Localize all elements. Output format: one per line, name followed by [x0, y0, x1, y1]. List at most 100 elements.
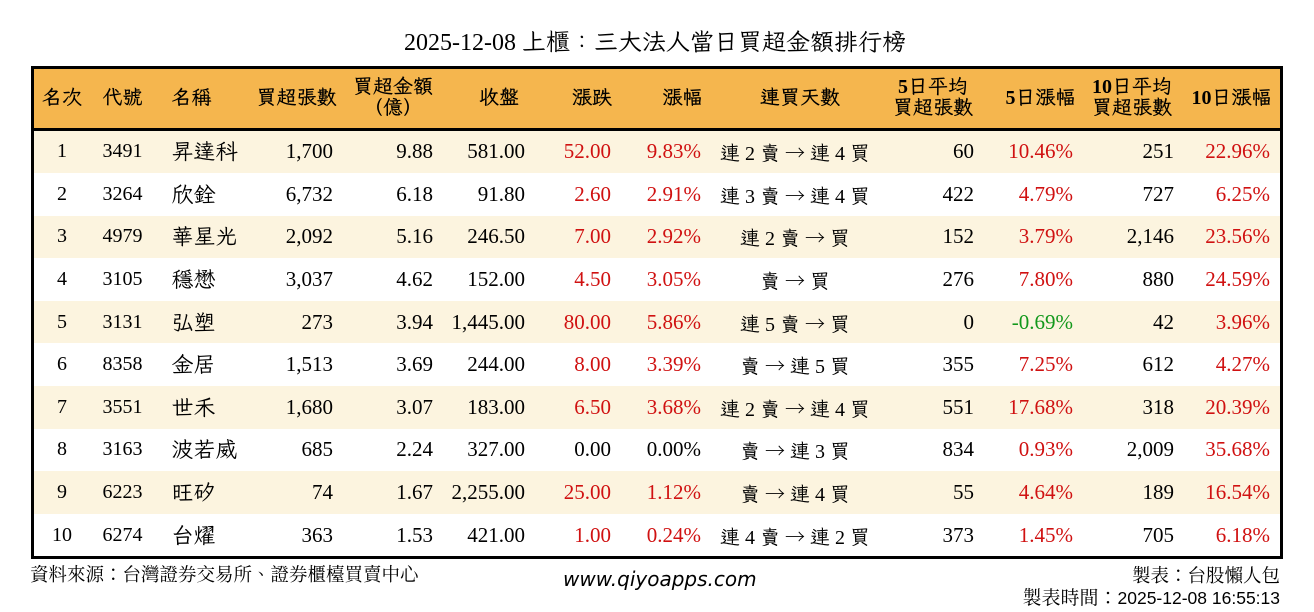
col-header-code: 代號: [102, 86, 143, 109]
cell-pct10: 16.54%: [1205, 480, 1270, 505]
cell-rank: 7: [57, 395, 67, 418]
cell-change: 6.50: [574, 394, 611, 419]
col-header-net-buy-amount: 買超金額 （億）: [353, 76, 433, 120]
cell-pct10: 35.68%: [1205, 437, 1270, 462]
cell-rank: 10: [52, 523, 72, 546]
table-row: 9 6223 旺矽 74 1.67 2,255.00 25.00 1.12% 賣…: [34, 471, 1280, 514]
cell-net-buy-volume: 273: [301, 309, 334, 334]
cell-rank: 1: [57, 140, 67, 163]
cell-change: 8.00: [574, 352, 611, 377]
cell-net-buy-amount: 6.18: [396, 181, 433, 206]
cell-avg5-volume: 551: [942, 394, 975, 419]
cell-net-buy-volume: 1,680: [285, 394, 333, 419]
cell-name: 昇達科: [171, 139, 238, 165]
cell-avg5-volume: 152: [942, 224, 975, 249]
cell-avg5-volume: 422: [942, 181, 975, 206]
cell-net-buy-volume: 1,513: [285, 352, 333, 377]
cell-rank: 2: [57, 182, 67, 205]
cell-pct5: 0.93%: [1018, 437, 1073, 462]
cell-avg5-volume: 373: [942, 522, 975, 547]
cell-rank: 8: [57, 438, 67, 461]
cell-avg10-volume: 2,009: [1126, 437, 1174, 462]
cell-name: 世禾: [171, 394, 216, 420]
table-header-row: 名次 代號 名稱 買超張數 買超金額 （億） 收盤 漲跌 漲幅 連買天數 5日平…: [34, 69, 1280, 131]
cell-change-pct: 2.92%: [646, 224, 701, 249]
table-row: 4 3105 穩懋 3,037 4.62 152.00 4.50 3.05% 賣…: [34, 258, 1280, 301]
col-header-avg5-volume: 5日平均 買超張數: [893, 76, 973, 120]
cell-close: 152.00: [467, 267, 525, 292]
footer-maker: 製表：台股懶人包: [1131, 567, 1280, 587]
col-header-change-pct: 漲幅: [662, 86, 703, 109]
cell-name: 台燿: [171, 522, 216, 548]
col-header-change: 漲跌: [572, 86, 612, 109]
cell-code: 6223: [102, 481, 143, 504]
cell-avg10-volume: 612: [1142, 352, 1175, 377]
cell-close: 2,255.00: [451, 480, 526, 505]
cell-code: 3131: [102, 310, 143, 333]
cell-code: 3551: [102, 395, 143, 418]
cell-change-pct: 3.68%: [646, 394, 701, 419]
cell-change-pct: 9.83%: [646, 139, 701, 164]
footer-made-at: 製表時間：2025-12-08 16:55:13: [1022, 589, 1280, 608]
cell-pct10: 20.39%: [1205, 394, 1270, 419]
cell-streak: 賣 → 連 3 買: [740, 441, 850, 464]
cell-net-buy-amount: 9.88: [396, 139, 433, 164]
cell-net-buy-volume: 2,092: [285, 224, 333, 249]
cell-name: 華星光: [171, 224, 238, 250]
cell-avg10-volume: 2,146: [1126, 224, 1174, 249]
cell-code: 3264: [102, 182, 143, 205]
cell-change-pct: 3.39%: [646, 352, 701, 377]
cell-avg10-volume: 705: [1142, 522, 1175, 547]
cell-net-buy-amount: 1.67: [396, 480, 433, 505]
cell-net-buy-amount: 5.16: [396, 224, 433, 249]
table-row: 7 3551 世禾 1,680 3.07 183.00 6.50 3.68% 連…: [34, 386, 1280, 429]
cell-net-buy-volume: 1,700: [285, 139, 333, 164]
table-body: 1 3491 昇達科 1,700 9.88 581.00 52.00 9.83%…: [34, 130, 1280, 557]
cell-avg10-volume: 318: [1142, 394, 1175, 419]
cell-pct5: 3.79%: [1018, 224, 1073, 249]
cell-avg5-volume: 355: [942, 352, 975, 377]
col-header-streak: 連買天數: [760, 86, 840, 109]
cell-avg5-volume: 55: [953, 480, 974, 505]
cell-avg10-volume: 189: [1142, 480, 1175, 505]
cell-change-pct: 5.86%: [646, 309, 701, 334]
cell-code: 4979: [102, 225, 143, 248]
ranking-table: 名次 代號 名稱 買超張數 買超金額 （億） 收盤 漲跌 漲幅 連買天數 5日平…: [31, 66, 1283, 560]
cell-net-buy-amount: 3.94: [396, 309, 433, 334]
cell-change: 0.00: [574, 437, 611, 462]
table-row: 2 3264 欣銓 6,732 6.18 91.80 2.60 2.91% 連 …: [34, 173, 1280, 216]
cell-close: 246.50: [467, 224, 525, 249]
cell-close: 183.00: [467, 394, 525, 419]
cell-avg10-volume: 42: [1153, 309, 1174, 334]
cell-net-buy-volume: 74: [312, 480, 333, 505]
cell-pct10: 3.96%: [1215, 309, 1270, 334]
cell-streak: 賣 → 連 5 買: [740, 356, 850, 379]
cell-avg5-volume: 276: [942, 267, 975, 292]
cell-pct5: -0.69%: [1011, 309, 1073, 334]
cell-streak: 連 4 賣 → 連 2 買: [720, 526, 870, 549]
table-row: 5 3131 弘塑 273 3.94 1,445.00 80.00 5.86% …: [34, 300, 1280, 344]
cell-change: 7.00: [574, 224, 611, 249]
cell-name: 金居: [171, 352, 216, 378]
cell-change-pct: 0.24%: [646, 522, 701, 547]
table-row: 1 3491 昇達科 1,700 9.88 581.00 52.00 9.83%…: [34, 130, 1280, 174]
col-header-pct5: 5日漲幅: [1005, 86, 1076, 109]
cell-net-buy-volume: 3,037: [285, 267, 333, 292]
cell-avg5-volume: 0: [963, 309, 975, 334]
cell-rank: 6: [57, 353, 67, 376]
cell-code: 6274: [102, 523, 143, 546]
cell-streak: 連 2 賣 → 連 4 買: [720, 143, 870, 166]
footer-data-source: 資料來源：台灣證券交易所、證券櫃檯買賣中心: [30, 566, 419, 586]
col-header-avg10-volume: 10日平均 買超張數: [1092, 76, 1172, 120]
cell-code: 8358: [102, 353, 143, 376]
cell-net-buy-amount: 4.62: [396, 267, 433, 292]
table-row: 3 4979 華星光 2,092 5.16 246.50 7.00 2.92% …: [34, 215, 1280, 259]
cell-name: 弘塑: [171, 309, 216, 335]
cell-close: 581.00: [467, 139, 525, 164]
cell-pct5: 17.68%: [1008, 394, 1073, 419]
cell-change: 1.00: [574, 522, 611, 547]
col-header-pct10: 10日漲幅: [1191, 86, 1272, 109]
cell-pct10: 22.96%: [1205, 139, 1270, 164]
cell-pct10: 6.25%: [1215, 181, 1270, 206]
